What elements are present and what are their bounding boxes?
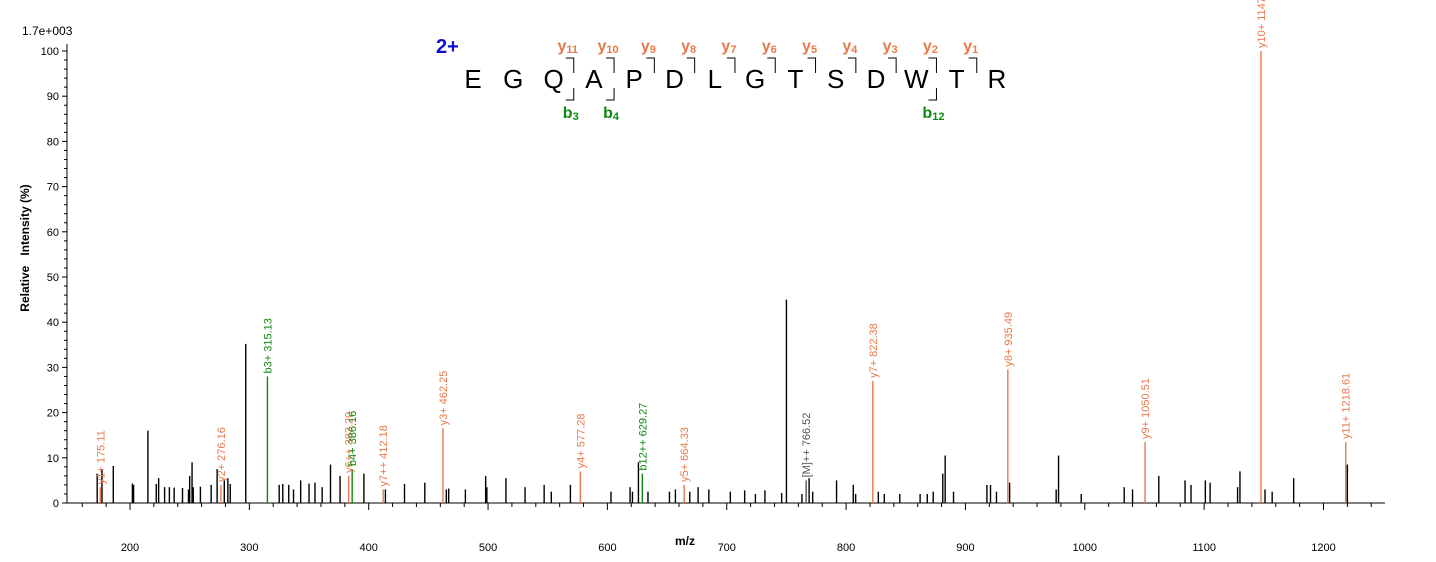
peak-label: y2+ 276.16 (216, 427, 228, 482)
y-tick-label: 30 (47, 362, 59, 374)
x-tick-label: 400 (360, 542, 378, 554)
y-ion-bracket (807, 57, 817, 73)
b-ion-bracket (606, 88, 615, 101)
x-tick-label: 300 (240, 542, 258, 554)
sequence-residue: L (708, 64, 722, 94)
sequence-residue: D (665, 64, 684, 94)
sequence-residue: E (464, 64, 481, 94)
y-ion-bracket (968, 57, 978, 73)
sequence-residue: Q (543, 64, 563, 94)
intensity-scale-label: 1.7e+003 (22, 24, 73, 38)
y-tick-label: 80 (47, 136, 59, 148)
y-ion-label: y8 (681, 38, 696, 56)
peak-label: b3+ 315.13 (262, 318, 274, 373)
x-tick-label: 900 (956, 542, 974, 554)
y-ion-bracket (928, 57, 937, 73)
sequence-residue: R (988, 64, 1007, 94)
x-tick-label: 700 (718, 542, 736, 554)
peak-label: y8+ 935.49 (1003, 312, 1015, 367)
y-axis-title: Relative Intensity (%) (18, 184, 32, 311)
y-tick-label: 20 (47, 408, 59, 420)
peak-label: y10+ 1147.58 (1256, 0, 1268, 48)
y-ion-label: y3 (883, 38, 898, 56)
y-ion-bracket (888, 57, 897, 73)
y-ion-bracket (606, 57, 615, 73)
sequence-residue: T (949, 64, 965, 94)
peak-label: y6++ 383.20 (344, 412, 356, 473)
peak-label: b12++ 629.27 (637, 403, 649, 471)
x-tick-label: 1000 (1073, 542, 1097, 554)
peak-label: [M]++ 766.52 (801, 413, 813, 478)
y-tick-label: 10 (47, 453, 59, 465)
x-axis-title: m/z (675, 534, 695, 548)
x-axis: 200 300 400 500 600 700 800 900 1000 1100 1200 (67, 502, 1385, 554)
y-axis: 0 10 20 30 40 50 60 70 80 90 100 (41, 44, 68, 510)
x-tick-label: 1200 (1311, 542, 1335, 554)
y-ion-bracket (686, 57, 696, 73)
precursor-charge: 2+ (436, 36, 459, 58)
sequence-residue: P (626, 64, 643, 94)
y-ion-label: y7 (721, 38, 736, 56)
y-ion-bracket (767, 57, 776, 73)
b-ion-label: b3 (563, 105, 579, 123)
x-tick-label: 200 (121, 542, 139, 554)
y-tick-label: 50 (47, 272, 59, 284)
y-tick-label: 40 (47, 317, 59, 329)
peak-label: y11+ 1218.61 (1341, 373, 1353, 439)
sequence-residue: G (503, 64, 523, 94)
y-ion-label: y2 (923, 38, 938, 56)
b-ion-bracket (565, 88, 575, 101)
x-tick-label: 500 (479, 542, 497, 554)
y-ion-bracket (565, 57, 575, 73)
y-ion-label: y9 (641, 38, 656, 56)
peak-label: y7+ 822.38 (868, 323, 880, 378)
y-tick-label: 70 (47, 182, 59, 194)
b-ion-bracket (928, 88, 937, 101)
y-ion-bracket (646, 57, 655, 73)
peak-label: y5+ 664.33 (679, 427, 691, 482)
x-tick-label: 1100 (1192, 542, 1216, 554)
y-tick-label: 60 (47, 227, 59, 239)
sequence-residue: T (787, 64, 803, 94)
y-ion-bracket (726, 57, 736, 73)
y-ion-label: y10 (597, 38, 618, 56)
sequence-residue: S (827, 64, 844, 94)
sequence-residue: W (904, 64, 929, 94)
y-ion-label: y6 (762, 38, 777, 56)
b-ion-label: b4 (603, 105, 620, 123)
spectrum-peaks (96, 51, 1349, 503)
sequence-residue: A (585, 64, 603, 94)
y-tick-label: 100 (41, 46, 59, 58)
y-axis-ticks: 0 10 20 30 40 50 60 70 80 90 100 (41, 46, 67, 510)
x-tick-label: 800 (837, 542, 855, 554)
y-tick-label: 90 (47, 91, 59, 103)
y-ion-bracket (847, 57, 857, 73)
peak-label: b4+ 386.16 (347, 411, 359, 466)
peak-label: y3+ 462.25 (438, 371, 450, 426)
y-ion-label: y1 (963, 38, 978, 56)
peak-label: y9+ 1050.51 (1140, 378, 1152, 439)
x-axis-ticks: 200 300 400 500 600 700 800 900 1000 1100 1200 (81, 503, 1372, 554)
sequence-residue: G (745, 64, 765, 94)
peak-label: y1+ 175.11 (95, 430, 107, 484)
peak-label: y4+ 577.28 (575, 414, 587, 469)
peak-labels: y1+ 175.11 y2+ 276.16 b3+ 315.13 y6++ 383.2… (95, 0, 1352, 486)
y-ion-label: y11 (557, 38, 578, 56)
y-tick-label: 0 (53, 498, 59, 510)
y-ion-label: y4 (842, 38, 858, 56)
peak-label: y7++ 412.18 (378, 425, 390, 486)
b-ion-label: b12 (922, 105, 944, 123)
x-tick-label: 600 (598, 542, 616, 554)
sequence-residue: D (867, 64, 886, 94)
y-ion-label: y5 (802, 38, 817, 56)
